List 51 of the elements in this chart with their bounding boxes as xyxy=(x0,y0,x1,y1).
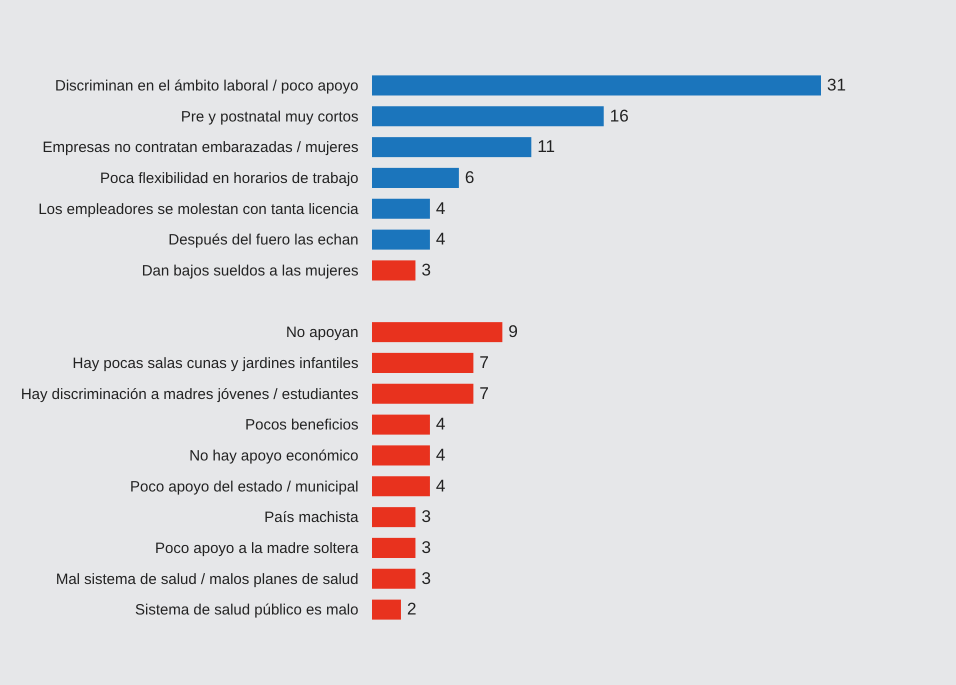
data-label: 4 xyxy=(436,230,446,249)
data-label: 16 xyxy=(610,106,629,126)
bar xyxy=(372,260,416,280)
y-tick-label: No hay apoyo económico xyxy=(189,447,358,464)
data-label: 4 xyxy=(436,445,446,464)
y-tick-label: Pocos beneficios xyxy=(245,416,358,434)
bar xyxy=(372,538,416,558)
data-label: 3 xyxy=(421,568,431,588)
y-tick-label: Hay pocas salas cunas y jardines infantiles xyxy=(72,354,358,372)
data-label: 3 xyxy=(421,260,431,280)
y-tick-label: Poca flexibilidad en horarios de trabajo xyxy=(100,170,358,187)
bar xyxy=(372,75,821,96)
bar xyxy=(372,198,430,219)
data-label: 3 xyxy=(421,538,431,557)
bar xyxy=(372,476,430,496)
y-tick-label: Dan bajos sueldos a las mujeres xyxy=(142,262,358,280)
data-label: 6 xyxy=(464,168,474,187)
y-tick-label: No apoyan xyxy=(286,324,358,342)
bar xyxy=(372,168,459,188)
bar xyxy=(372,230,430,250)
data-label: 7 xyxy=(479,352,489,372)
y-tick-label: Sistema de salud público es malo xyxy=(135,602,358,619)
y-tick-label: Discriminan en el ámbito laboral / poco apoyo xyxy=(55,77,358,94)
bar xyxy=(372,568,416,589)
y-tick-label: Empresas no contratan embarazadas / mujeres xyxy=(42,139,358,156)
data-label: 11 xyxy=(537,137,555,156)
data-label: 4 xyxy=(436,414,446,434)
bar xyxy=(372,322,502,342)
y-tick-label: Poco apoyo a la madre soltera xyxy=(155,540,360,557)
bar xyxy=(372,106,604,126)
data-label: 3 xyxy=(421,507,431,526)
y-tick-label: Hay discriminación a madres jóvenes / estudiantes xyxy=(20,386,358,403)
bar xyxy=(372,414,430,435)
y-tick-label: Los empleadores se molestan con tanta licencia xyxy=(38,200,360,218)
data-label: 31 xyxy=(827,75,846,94)
y-tick-label: Después del fuero las echan xyxy=(168,232,358,249)
data-label: 4 xyxy=(436,476,446,496)
y-tick-label: Mal sistema de salud / malos planes de salud xyxy=(56,570,358,588)
bar xyxy=(372,445,430,466)
data-label: 2 xyxy=(406,600,416,619)
bar xyxy=(372,600,401,620)
y-tick-label: Pre y postnatal muy cortos xyxy=(180,108,358,126)
bar xyxy=(372,384,474,404)
data-label: 4 xyxy=(436,198,446,218)
y-tick-label: Poco apoyo del estado / municipal xyxy=(130,478,358,496)
bar xyxy=(372,507,416,528)
data-label: 7 xyxy=(479,384,489,403)
y-tick-label: País machista xyxy=(264,509,360,526)
bar xyxy=(372,137,532,158)
data-label: 9 xyxy=(508,322,518,342)
bar xyxy=(372,352,474,373)
